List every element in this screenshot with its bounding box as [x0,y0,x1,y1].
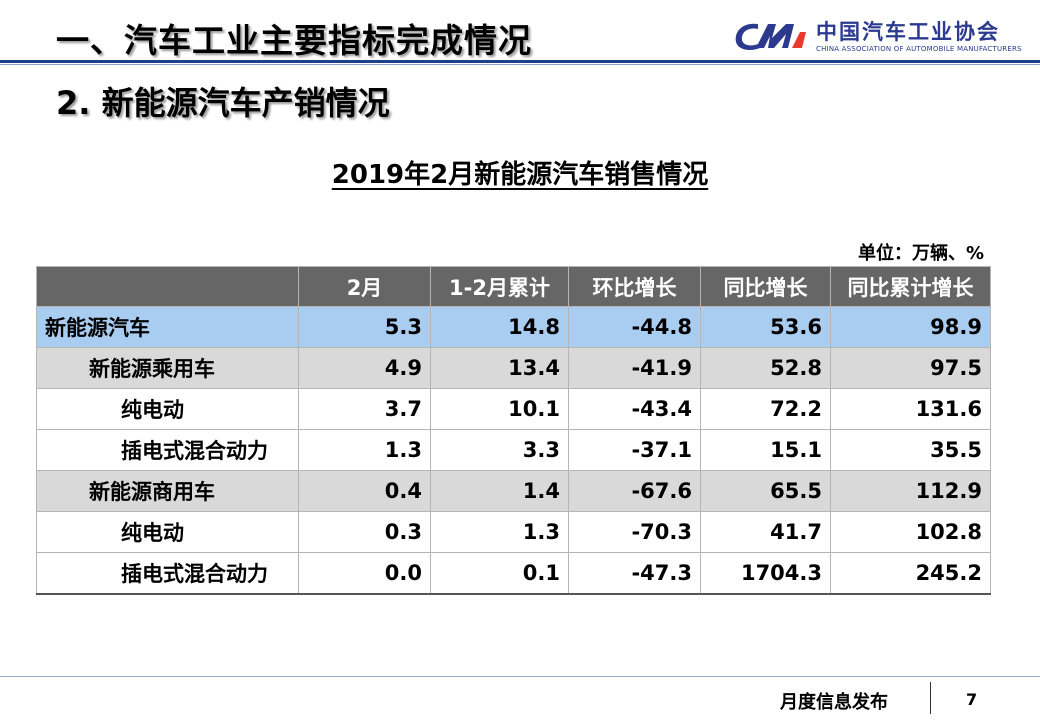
table-cell: 5.3 [298,306,431,348]
table-cell: 15.1 [700,429,831,471]
table-cell: 112.9 [830,470,991,512]
table-row: 新能源乘用车 4.9 13.4 -41.9 52.8 97.5 [36,347,991,389]
table-cell: 52.8 [700,347,831,389]
table-cell: 245.2 [830,552,991,595]
table-cell: 1.3 [430,511,569,553]
footer-divider [0,676,1040,677]
table-cell: 1.4 [430,470,569,512]
table-cell: 4.9 [298,347,431,389]
table-cell: -44.8 [568,306,701,348]
column-header [36,266,299,307]
row-label: 插电式混合动力 [36,552,299,595]
table-cell: 53.6 [700,306,831,348]
table-header-row: 2月 1-2月累计 环比增长 同比增长 同比累计增长 [36,266,991,307]
table-cell: 102.8 [830,511,991,553]
table-cell: 1704.3 [700,552,831,595]
page-subtitle: 2. 新能源汽车产销情况 [56,84,390,122]
header-divider [0,60,1040,63]
row-label: 插电式混合动力 [36,429,299,471]
table-cell: 35.5 [830,429,991,471]
section-title: 一、汽车工业主要指标完成情况 [56,21,532,60]
table-cell: -70.3 [568,511,701,553]
table-cell: 14.8 [430,306,569,348]
table-cell: -41.9 [568,347,701,389]
table-row: 插电式混合动力 0.0 0.1 -47.3 1704.3 245.2 [36,552,991,595]
footer-label: 月度信息发布 [780,692,888,713]
table-cell: -43.4 [568,388,701,430]
row-label: 纯电动 [36,511,299,553]
table-cell: 0.0 [298,552,431,595]
table-row: 插电式混合动力 1.3 3.3 -37.1 15.1 35.5 [36,429,991,471]
unit-label: 单位：万辆、% [857,243,984,264]
table-cell: 3.7 [298,388,431,430]
table-cell: 0.4 [298,470,431,512]
table-cell: 3.3 [430,429,569,471]
table-cell: 0.1 [430,552,569,595]
logo-chinese-name: 中国汽车工业协会 [816,20,1000,44]
table-cell: -67.6 [568,470,701,512]
row-label: 新能源乘用车 [36,347,299,389]
table-row: 新能源汽车 5.3 14.8 -44.8 53.6 98.9 [36,306,991,348]
column-header: 同比增长 [700,266,831,307]
table-cell: -47.3 [568,552,701,595]
row-label: 新能源商用车 [36,470,299,512]
sales-table: 2月 1-2月累计 环比增长 同比增长 同比累计增长 新能源汽车 5.3 14.8-… [36,266,991,595]
table-row: 纯电动 3.7 10.1 -43.4 72.2 131.6 [36,388,991,430]
table-cell: 98.9 [830,306,991,348]
table-cell: 131.6 [830,388,991,430]
table-cell: 1.3 [298,429,431,471]
table-title: 2019年2月新能源汽车销售情况 [331,160,709,190]
table-cell: 97.5 [830,347,991,389]
table-cell: 0.3 [298,511,431,553]
footer-separator [930,682,931,714]
table-cell: 41.7 [700,511,831,553]
table-row: 新能源商用车 0.4 1.4 -67.6 65.5 112.9 [36,470,991,512]
logo-english-name: CHINA ASSOCIATION OF AUTOMOBILE MANUFACT… [816,45,1022,53]
row-label: 纯电动 [36,388,299,430]
table-cell: 72.2 [700,388,831,430]
column-header: 2月 [298,266,431,307]
column-header: 同比累计增长 [830,266,991,307]
table-row: 纯电动 0.3 1.3 -70.3 41.7 102.8 [36,511,991,553]
caam-logo-icon [735,23,806,50]
table-cell: 13.4 [430,347,569,389]
table-cell: 65.5 [700,470,831,512]
table-title-wrap: 2019年2月新能源汽车销售情况 [0,154,1040,191]
table-cell: 10.1 [430,388,569,430]
header-divider-thin [0,64,1040,65]
table-cell: -37.1 [568,429,701,471]
row-label: 新能源汽车 [36,306,299,348]
column-header: 环比增长 [568,266,701,307]
caam-logo: 中国汽车工业协会 CHINA ASSOCIATION OF AUTOMOBILE… [732,14,1022,58]
column-header: 1-2月累计 [430,266,569,307]
page-number: 7 [966,690,978,709]
